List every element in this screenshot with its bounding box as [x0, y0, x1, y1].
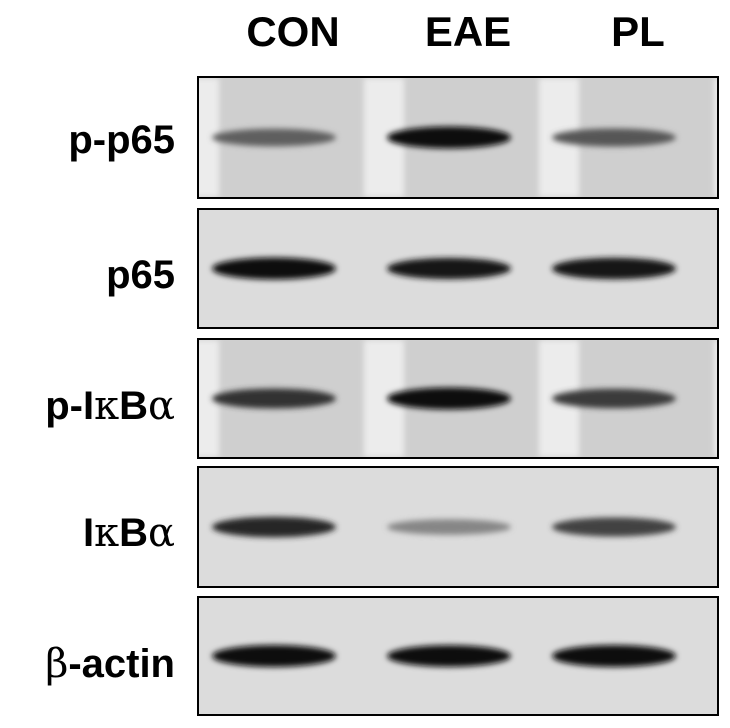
- blot-panel-ikba: [197, 466, 719, 588]
- blot-image: [199, 78, 717, 197]
- blot-image: [199, 340, 717, 457]
- blot-panel-p65: [197, 208, 719, 329]
- lane-label-eae: EAE: [424, 8, 512, 55]
- protein-band: [387, 257, 511, 280]
- protein-band: [212, 516, 336, 538]
- protein-band: [387, 387, 511, 410]
- lane-label-pl: PL: [611, 8, 665, 55]
- blot-image: [199, 468, 717, 586]
- protein-band: [387, 519, 511, 535]
- blot-image: [199, 210, 717, 327]
- lane-gap-light: [714, 340, 717, 457]
- protein-band: [212, 128, 336, 147]
- protein-band: [387, 645, 511, 667]
- protein-band: [387, 126, 511, 149]
- row-label-p65: p65: [106, 253, 175, 297]
- row-label-ikba: IκBα: [82, 510, 175, 556]
- protein-band: [552, 645, 676, 667]
- blot-panel-p-ikba: [197, 338, 719, 459]
- row-label-p-p65: p-p65: [68, 118, 175, 162]
- lane-gap-light: [714, 78, 717, 197]
- protein-band: [552, 388, 676, 409]
- blot-panel-beta-actin: [197, 596, 719, 716]
- protein-band: [552, 128, 676, 147]
- protein-band: [212, 645, 336, 667]
- protein-band: [212, 388, 336, 409]
- blot-image: [199, 598, 717, 714]
- lane-gap-light: [199, 78, 219, 197]
- lane-gap-light: [199, 340, 219, 457]
- protein-band: [552, 517, 676, 537]
- row-label-beta-actin: β-actin: [45, 641, 175, 687]
- blot-panel-p-p65: [197, 76, 719, 199]
- row-label-p-ikba: p-IκBα: [45, 383, 175, 429]
- lane-label-con: CON: [246, 8, 340, 55]
- protein-band: [552, 257, 676, 280]
- protein-band: [212, 257, 336, 280]
